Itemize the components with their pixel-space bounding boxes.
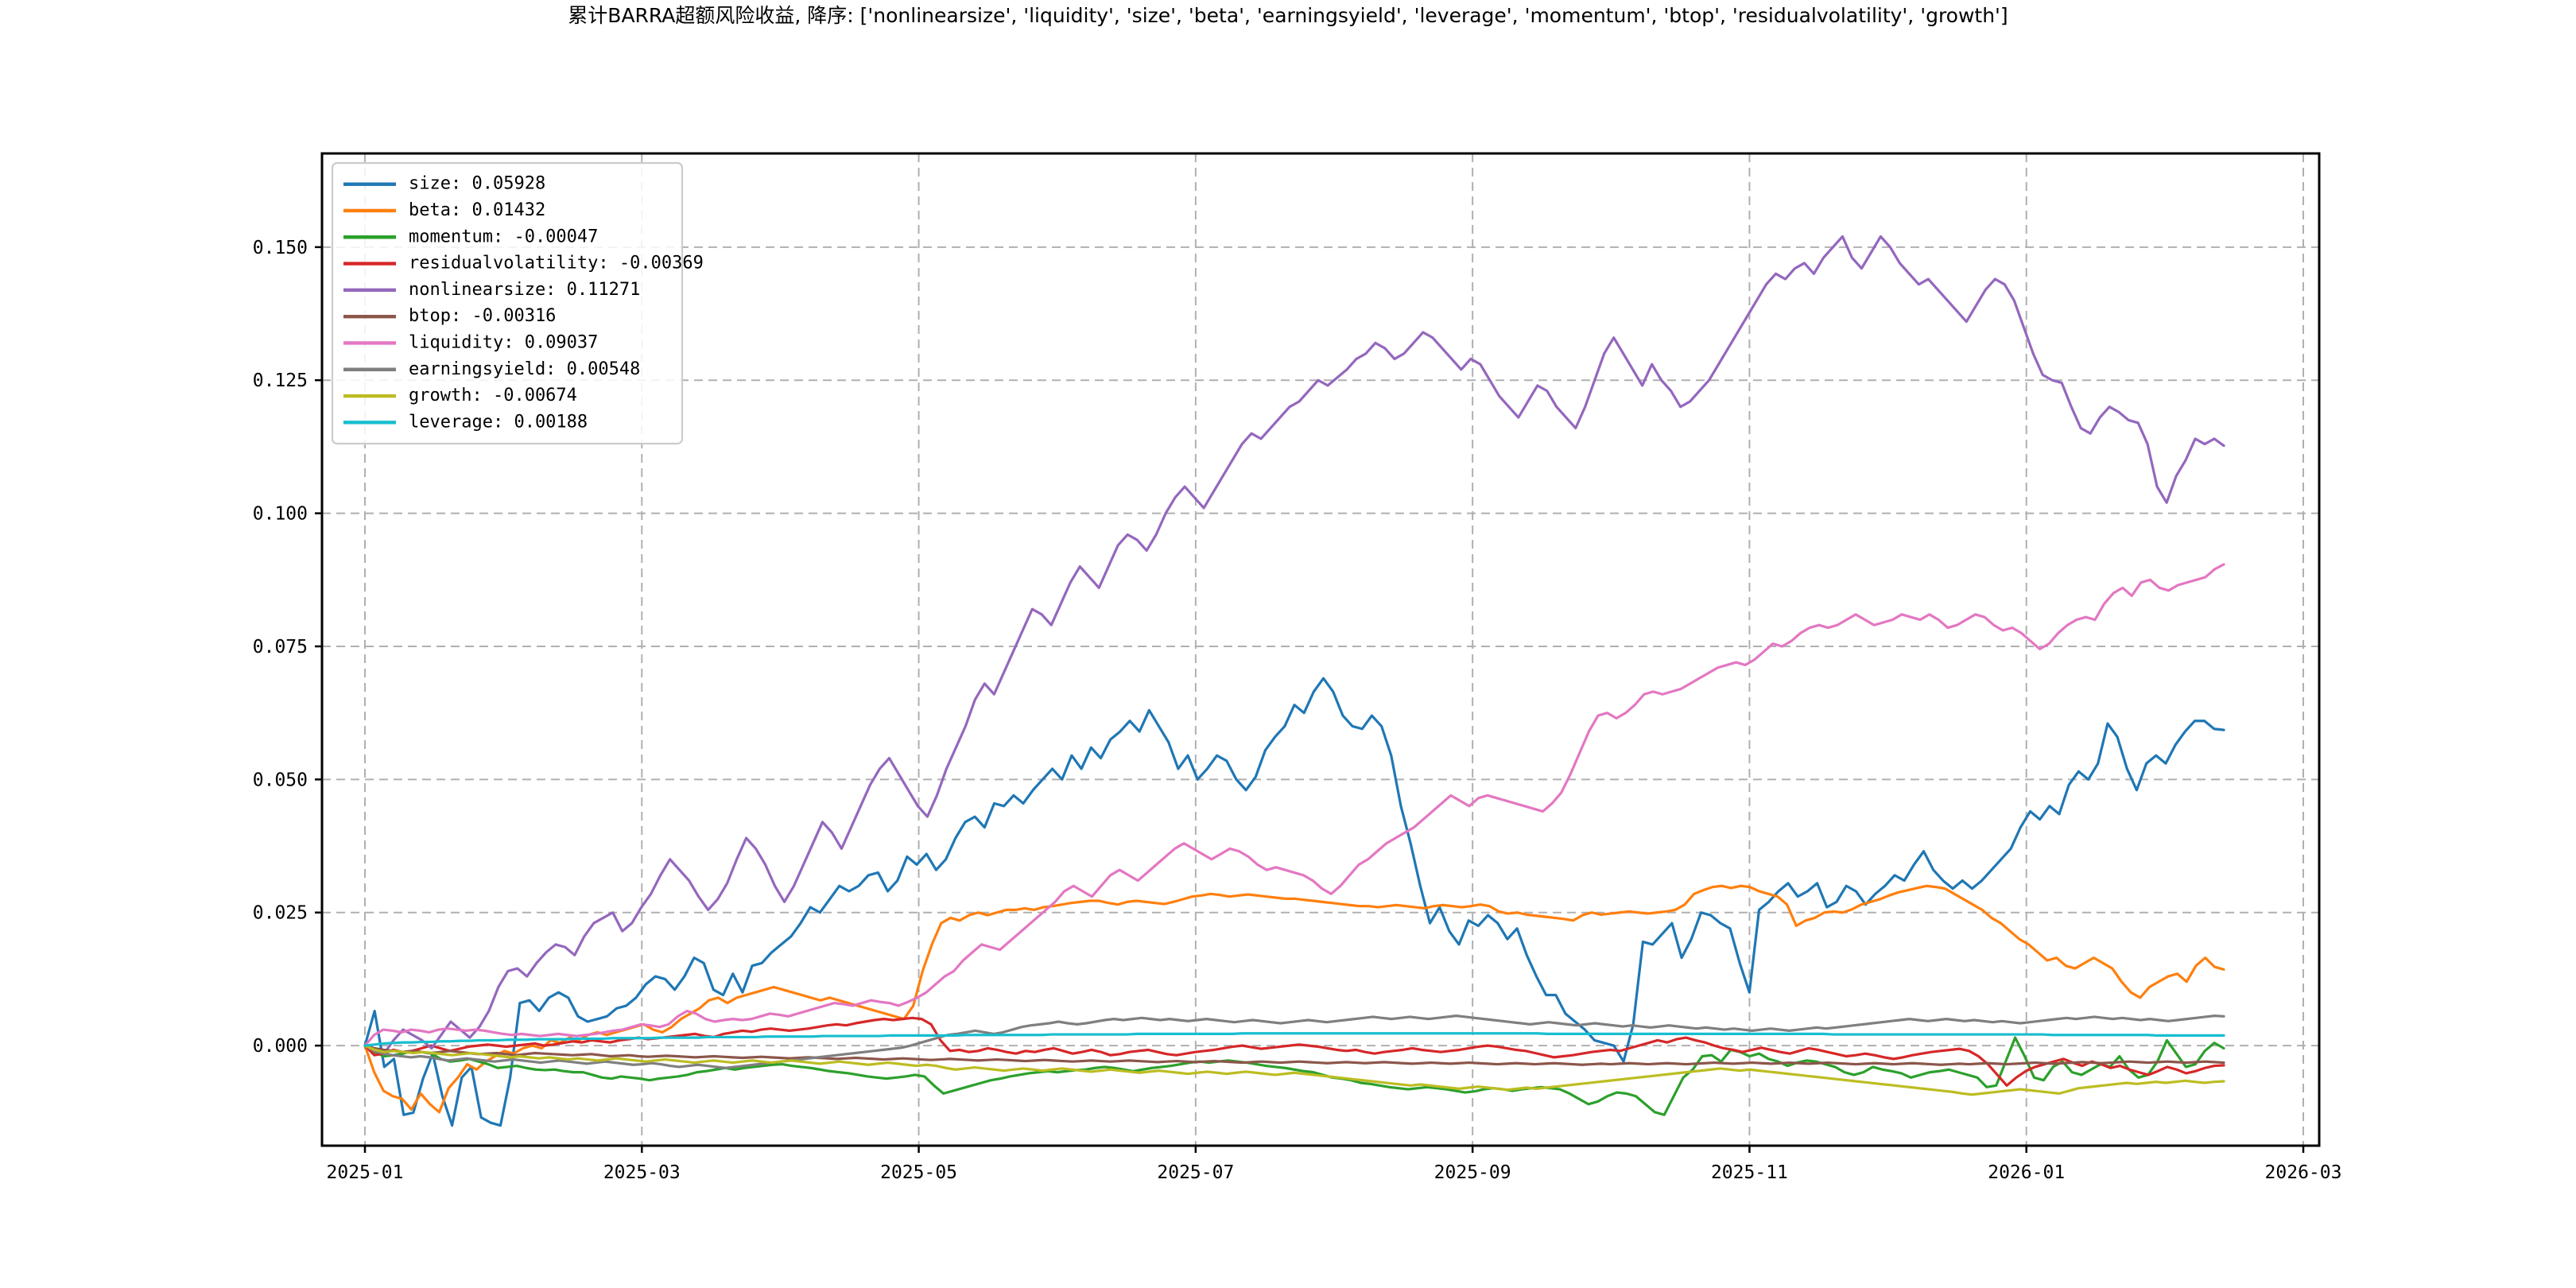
legend-label-size: size: 0.05928: [409, 174, 545, 194]
legend-label-leverage: leverage: 0.00188: [409, 412, 588, 432]
legend-label-btop: btop: -0.00316: [409, 306, 556, 326]
x-tick-label: 2026-03: [2265, 1162, 2342, 1183]
x-tick-label: 2025-01: [327, 1162, 404, 1183]
legend-label-nonlinearsize: nonlinearsize: 0.11271: [409, 280, 640, 300]
legend-label-momentum: momentum: -0.00047: [409, 227, 598, 246]
series-line-residualvolatility: [363, 1016, 2225, 1087]
y-tick-label: 0.100: [253, 504, 308, 525]
y-tick-label: 0.025: [253, 903, 308, 924]
legend-label-beta: beta: 0.01432: [409, 200, 545, 220]
x-tick-label: 2025-09: [1434, 1162, 1511, 1183]
series-line-beta: [363, 884, 2225, 1114]
x-tick-label: 2025-11: [1711, 1162, 1788, 1183]
x-tick-label: 2025-05: [880, 1162, 957, 1183]
legend-label-earningsyield: earningsyield: 0.00548: [409, 359, 640, 379]
series-line-growth: [363, 1044, 2225, 1096]
series-line-leverage: [363, 1032, 2225, 1047]
series-line-liquidity: [363, 563, 2225, 1047]
x-tick-label: 2025-03: [603, 1162, 681, 1183]
series-line-btop: [363, 1044, 2225, 1066]
series-line-size: [363, 677, 2225, 1127]
y-tick-label: 0.150: [253, 238, 308, 258]
y-tick-label: 0.050: [253, 770, 308, 790]
series-line-momentum: [363, 1036, 2225, 1116]
y-tick-label: 0.075: [253, 637, 308, 658]
x-tick-label: 2026-01: [1988, 1162, 2065, 1183]
legend-label-residualvolatility: residualvolatility: -0.00369: [409, 254, 704, 274]
series-line-earningsyield: [363, 1014, 2225, 1069]
page-title: 累计BARRA超额风险收益, 降序: ['nonlinearsize', 'li…: [568, 4, 2008, 27]
legend-label-growth: growth: -0.00674: [409, 386, 577, 405]
x-tick-label: 2025-07: [1157, 1162, 1234, 1183]
series-line-nonlinearsize: [363, 235, 2225, 1055]
legend: size: 0.05928 beta: 0.01432 momentum: -0.0…: [331, 161, 704, 445]
y-tick-label: 0.000: [253, 1036, 308, 1057]
series-group: [363, 235, 2225, 1127]
y-tick-label: 0.125: [253, 370, 308, 391]
legend-label-liquidity: liquidity: 0.09037: [409, 332, 598, 352]
